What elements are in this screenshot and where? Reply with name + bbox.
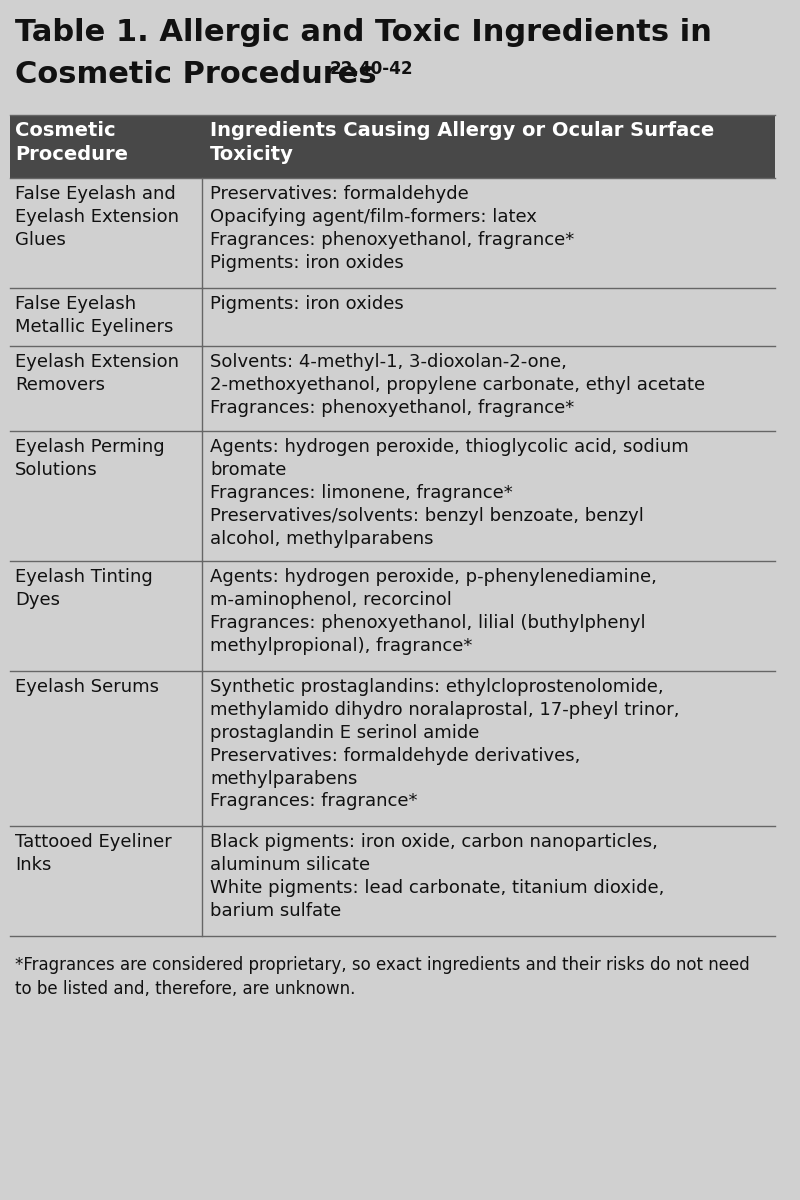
Bar <box>10 671 775 826</box>
Bar <box>10 431 775 560</box>
Text: Eyelash Perming
Solutions: Eyelash Perming Solutions <box>15 438 165 479</box>
Bar <box>10 346 775 431</box>
Text: Table 1. Allergic and Toxic Ingredients in: Table 1. Allergic and Toxic Ingredients … <box>15 18 712 47</box>
Text: Agents: hydrogen peroxide, thioglycolic acid, sodium
bromate
Fragrances: limonen: Agents: hydrogen peroxide, thioglycolic … <box>210 438 689 547</box>
Text: Preservatives: formaldehyde
Opacifying agent/film-formers: latex
Fragrances: phe: Preservatives: formaldehyde Opacifying a… <box>210 185 574 271</box>
Text: False Eyelash
Metallic Eyeliners: False Eyelash Metallic Eyeliners <box>15 295 174 336</box>
Text: Agents: hydrogen peroxide, p-phenylenediamine,
m-aminophenol, recorcinol
Fragran: Agents: hydrogen peroxide, p-phenylenedi… <box>210 568 657 655</box>
Text: Eyelash Tinting
Dyes: Eyelash Tinting Dyes <box>15 568 153 608</box>
Bar <box>10 560 775 671</box>
Bar <box>10 178 775 288</box>
Bar <box>10 826 775 936</box>
Text: Ingredients Causing Allergy or Ocular Surface
Toxicity: Ingredients Causing Allergy or Ocular Su… <box>210 121 714 164</box>
Text: Black pigments: iron oxide, carbon nanoparticles,
aluminum silicate
White pigmen: Black pigments: iron oxide, carbon nanop… <box>210 833 664 919</box>
Text: Solvents: 4-methyl-1, 3-dioxolan-2-one,
2-methoxyethanol, propylene carbonate, e: Solvents: 4-methyl-1, 3-dioxolan-2-one, … <box>210 353 705 416</box>
Text: Eyelash Extension
Removers: Eyelash Extension Removers <box>15 353 179 394</box>
Text: Cosmetic Procedures: Cosmetic Procedures <box>15 60 377 89</box>
Text: *Fragrances are considered proprietary, so exact ingredients and their risks do : *Fragrances are considered proprietary, … <box>15 956 750 997</box>
Bar <box>10 115 775 178</box>
Text: Synthetic prostaglandins: ethylcloprostenolomide,
methylamido dihydro noralapros: Synthetic prostaglandins: ethylcloproste… <box>210 678 679 810</box>
Text: Tattooed Eyeliner
Inks: Tattooed Eyeliner Inks <box>15 833 172 874</box>
Text: Eyelash Serums: Eyelash Serums <box>15 678 159 696</box>
Text: Pigments: iron oxides: Pigments: iron oxides <box>210 295 404 313</box>
Text: False Eyelash and
Eyelash Extension
Glues: False Eyelash and Eyelash Extension Glue… <box>15 185 179 248</box>
Bar <box>10 288 775 346</box>
Text: Cosmetic
Procedure: Cosmetic Procedure <box>15 121 128 164</box>
Text: 22,40-42: 22,40-42 <box>330 60 414 78</box>
